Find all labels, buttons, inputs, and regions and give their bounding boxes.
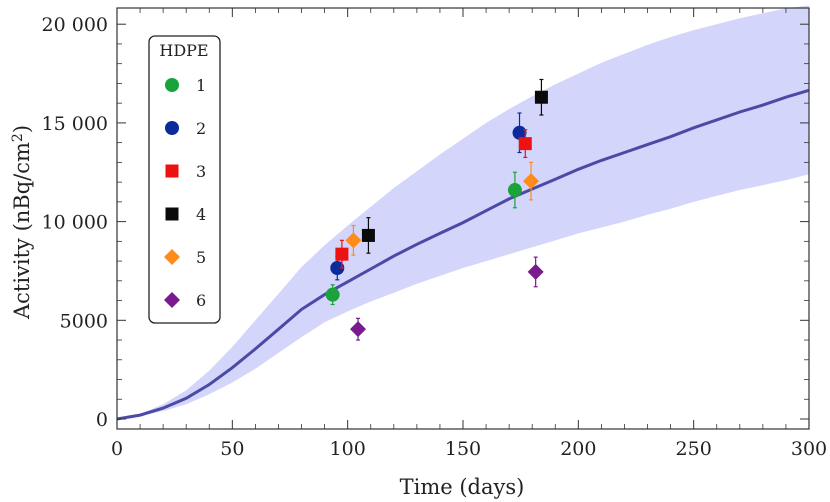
legend-marker-series-3 <box>165 164 179 178</box>
x-tick-label: 300 <box>791 438 827 460</box>
legend-label-series-3: 3 <box>196 162 206 181</box>
data-point-series-1 <box>507 183 522 198</box>
legend-marker-series-2 <box>165 121 179 135</box>
legend-label-series-2: 2 <box>196 119 206 138</box>
legend-label-series-4: 4 <box>196 205 206 224</box>
y-axis-label-end: ) <box>10 125 34 133</box>
data-point-series-2 <box>330 260 345 275</box>
data-point-series-6 <box>527 263 544 280</box>
legend: HDPE 1 2 3 4 5 6 <box>148 35 221 324</box>
data-point-series-2 <box>512 125 527 140</box>
legend-label-series-1: 1 <box>196 76 206 95</box>
legend-marker-series-4 <box>165 207 179 221</box>
x-tick-label: 50 <box>220 438 244 460</box>
data-point-series-4 <box>361 228 375 242</box>
y-axis-label-sup: 2 <box>10 133 26 142</box>
x-tick-label: 150 <box>445 438 481 460</box>
y-tick-label: 5000 <box>60 310 108 332</box>
model-curve <box>116 88 810 421</box>
data-point-series-3 <box>335 247 349 261</box>
data-point-series-5 <box>345 232 362 249</box>
legend-box <box>148 35 221 324</box>
data-point-series-5 <box>523 173 540 190</box>
data-point-series-3 <box>518 137 532 151</box>
x-tick-label: 100 <box>330 438 366 460</box>
legend-title: HDPE <box>159 41 208 60</box>
data-point-series-1 <box>325 287 340 302</box>
legend-label-series-6: 6 <box>196 291 206 310</box>
legend-marker-series-6 <box>164 292 180 308</box>
y-axis-label-main: Activity (nBq/cm <box>10 142 34 320</box>
x-tick-label: 200 <box>560 438 596 460</box>
x-tick-label: 0 <box>111 438 123 460</box>
uncertainty-band <box>117 5 809 420</box>
x-axis-label: Time (days) <box>400 475 525 499</box>
legend-marker-series-1 <box>165 78 179 92</box>
data-point-series-6 <box>350 321 367 338</box>
y-tick-label: 20 000 <box>42 14 108 36</box>
y-axis-label: Activity (nBq/cm2) <box>10 125 34 320</box>
y-tick-label: 10 000 <box>42 212 108 234</box>
legend-marker-series-5 <box>164 249 180 265</box>
legend-label-series-5: 5 <box>196 248 206 267</box>
y-tick-label: 0 <box>96 409 108 431</box>
x-tick-label: 250 <box>676 438 712 460</box>
data-point-series-4 <box>534 90 548 104</box>
y-tick-label: 15 000 <box>42 113 108 135</box>
